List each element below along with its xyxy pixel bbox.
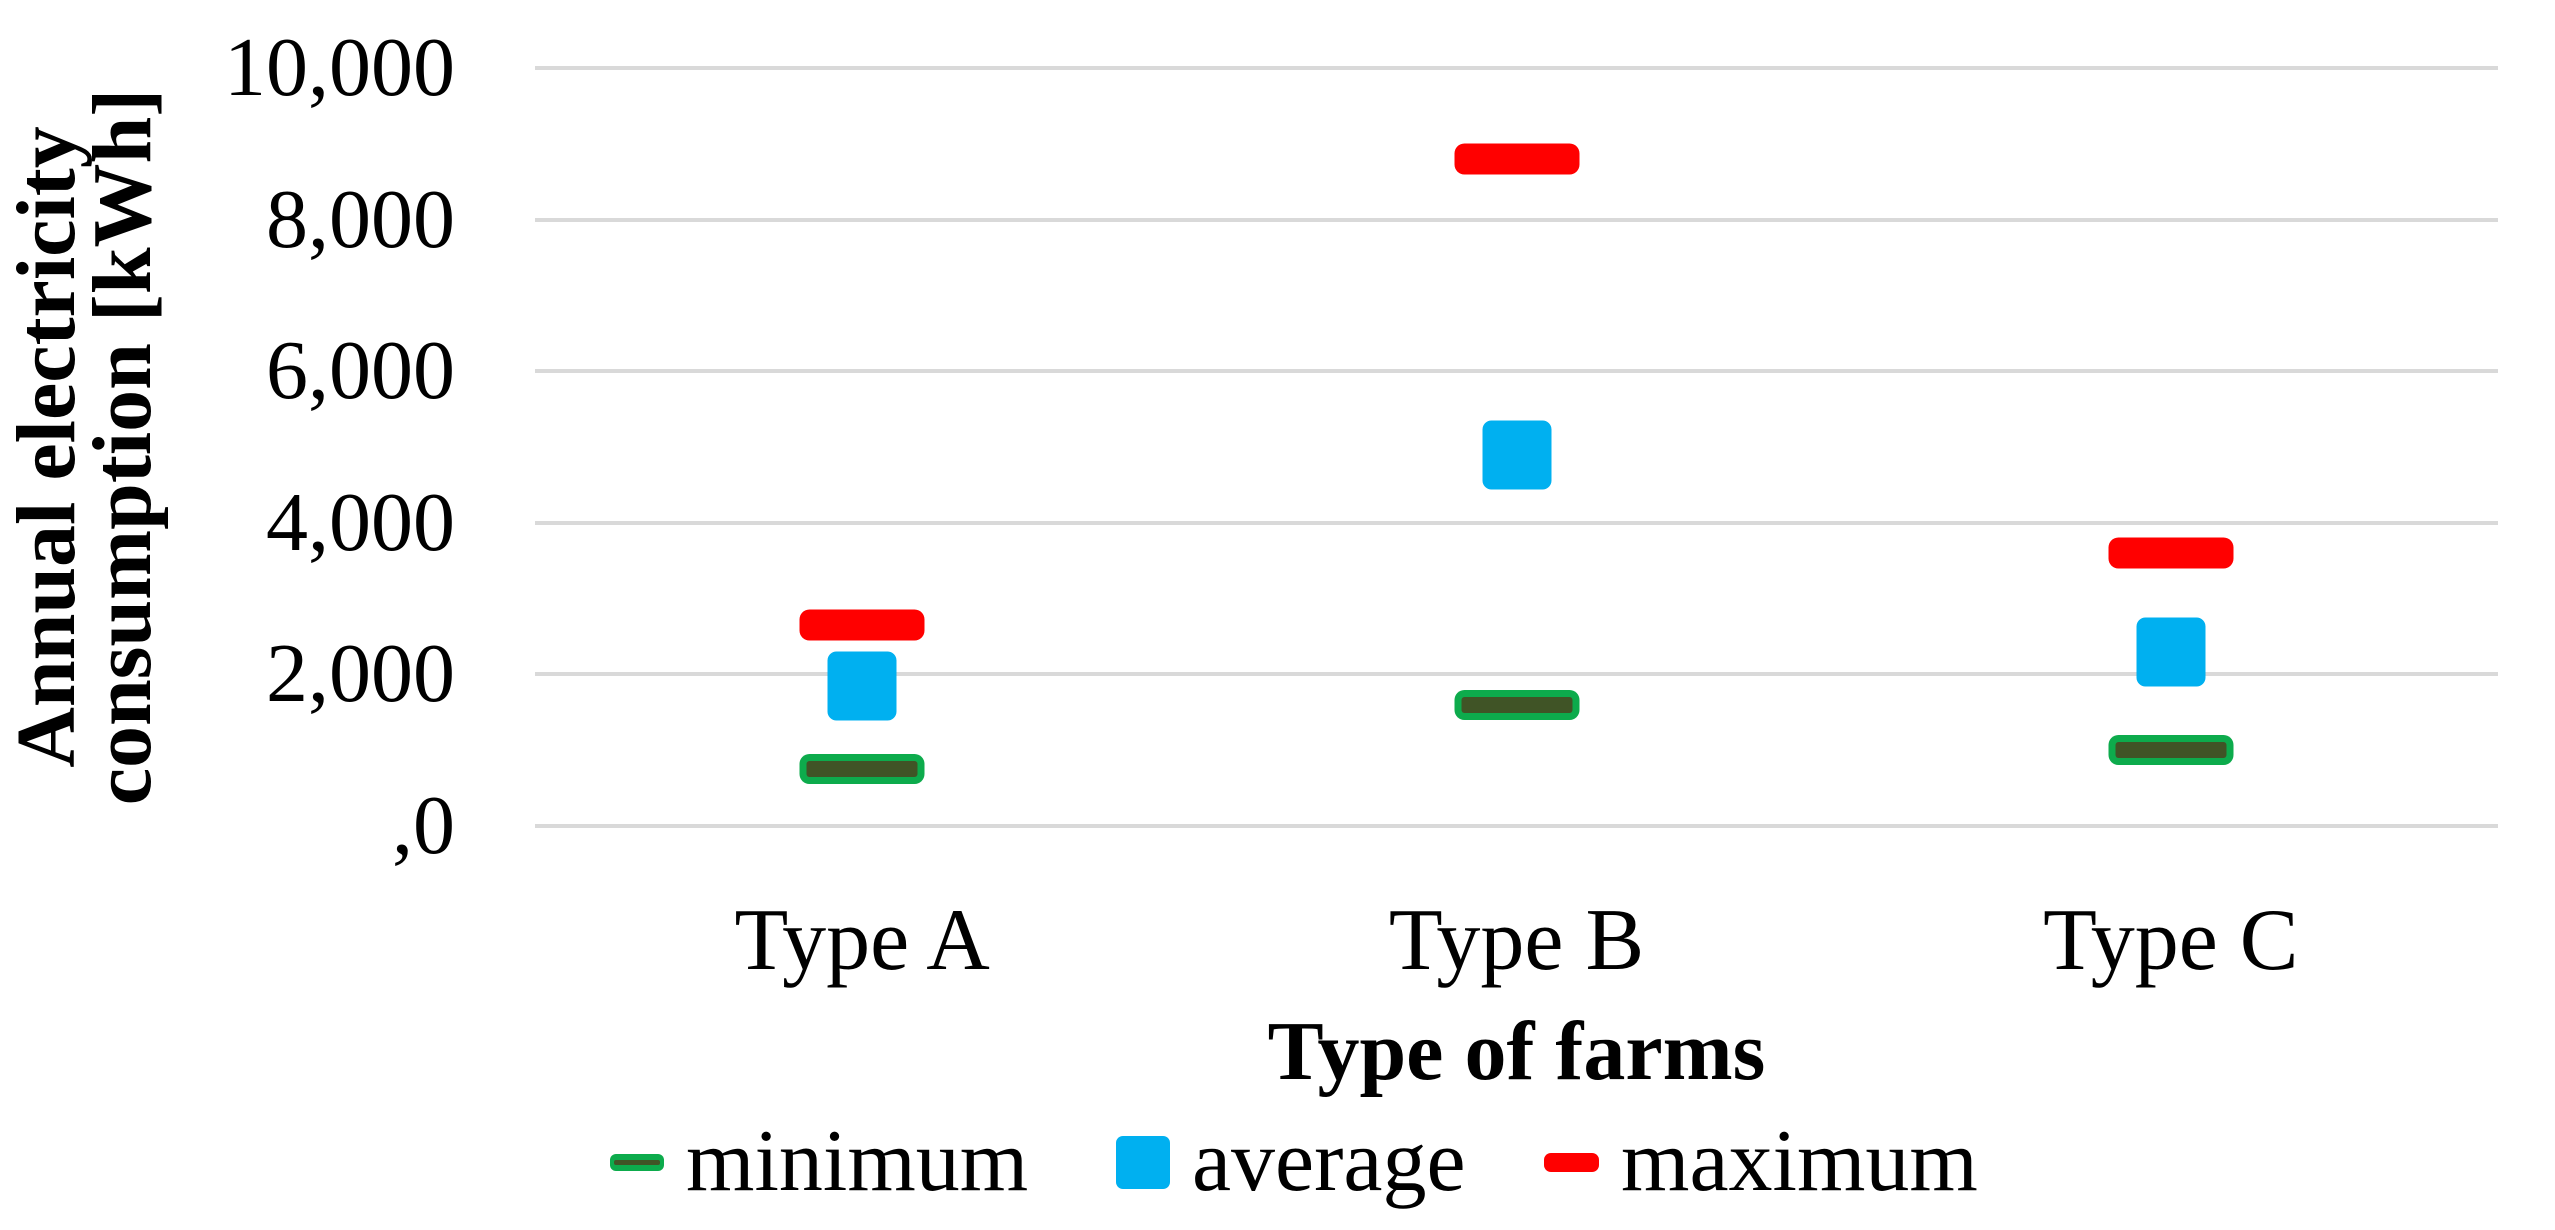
y-tick-label: 10,000 <box>224 21 455 114</box>
legend-item-average: average <box>1116 1118 1466 1206</box>
marker-minimum-type-a <box>799 754 925 785</box>
x-tick-label-type-b: Type B <box>1388 892 1645 989</box>
marker-average-type-b <box>1482 420 1551 490</box>
y-tick-label: 4,000 <box>266 475 455 569</box>
gridline <box>535 369 2498 374</box>
gridline <box>535 217 2498 222</box>
legend-item-maximum: maximum <box>1544 1118 1978 1206</box>
legend-marker-minimum-inner <box>614 1159 660 1165</box>
gridline <box>535 66 2498 70</box>
legend-label-minimum: minimum <box>686 1113 1029 1210</box>
gridline <box>535 672 2498 677</box>
legend-label-maximum: maximum <box>1621 1113 1978 1210</box>
y-axis-title-line1: Annual electricity <box>0 126 93 768</box>
legend-marker-minimum-icon <box>610 1153 664 1171</box>
legend-item-minimum: minimum <box>610 1118 1028 1206</box>
gridline <box>535 520 2498 525</box>
x-tick-label-type-a: Type A <box>734 892 990 989</box>
marker-maximum-type-c <box>2108 537 2234 569</box>
legend-label-average: average <box>1192 1113 1466 1210</box>
x-axis-title: Type of farms <box>1267 1005 1766 1098</box>
marker-minimum-type-c <box>2108 735 2234 766</box>
marker-maximum-type-a <box>799 609 925 641</box>
y-tick-label: 2,000 <box>266 627 455 721</box>
gridline <box>535 824 2498 828</box>
legend-marker-maximum-icon <box>1544 1152 1599 1172</box>
y-tick-label: 8,000 <box>266 172 455 266</box>
marker-minimum-type-b <box>1454 689 1579 720</box>
marker-inner <box>2115 742 2227 759</box>
marker-inner <box>806 761 918 778</box>
marker-inner <box>1461 696 1572 713</box>
marker-average-type-c <box>2136 617 2206 687</box>
y-tick-label: 6,000 <box>266 324 455 418</box>
legend-marker-average-icon <box>1116 1135 1170 1189</box>
marker-maximum-type-b <box>1454 143 1579 175</box>
y-tick-label: ,0 <box>392 779 455 872</box>
x-tick-label-type-c: Type C <box>2043 892 2299 989</box>
marker-average-type-a <box>827 651 897 721</box>
